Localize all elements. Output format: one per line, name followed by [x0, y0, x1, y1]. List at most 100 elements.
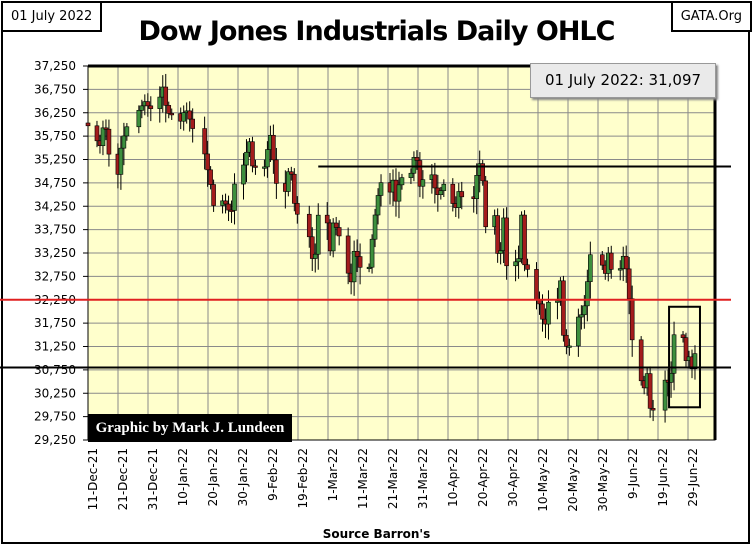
ohlc-bar — [378, 174, 384, 207]
ohlc-bar — [483, 175, 488, 234]
ohlc-bar — [139, 99, 145, 119]
y-tick-label: 30,750 — [34, 363, 76, 377]
bar-body — [118, 147, 124, 175]
bar-body — [629, 298, 635, 341]
ohlc-bar — [504, 207, 509, 280]
ohlc-bar — [456, 183, 462, 219]
bar-body — [366, 266, 372, 270]
bar-body — [617, 268, 623, 271]
y-tick-label: 32,750 — [34, 269, 76, 283]
bar-body — [504, 217, 509, 267]
x-tick-label: 10-May-22 — [536, 448, 550, 512]
bar-body — [265, 149, 270, 168]
ohlc-bar — [608, 245, 614, 279]
x-tick-label: 31-Dec-21 — [146, 448, 160, 510]
ohlc-bar — [459, 181, 465, 210]
ohlc-bar — [244, 139, 249, 183]
bar-body — [351, 251, 357, 283]
bar-body — [333, 222, 339, 228]
bar-body — [309, 236, 315, 259]
ohlc-bar — [336, 220, 342, 246]
x-tick-label: 1-Mar-22 — [326, 448, 340, 501]
ohlc-bar — [480, 159, 485, 186]
bar-body — [662, 379, 668, 411]
y-tick-label: 29,750 — [34, 410, 76, 424]
ohlc-bar — [312, 243, 318, 273]
ohlc-bar — [366, 263, 372, 273]
bar-body — [608, 252, 614, 270]
ohlc-bar — [692, 345, 698, 380]
ohlc-bar — [375, 188, 381, 225]
ohlc-bar — [662, 370, 668, 423]
bar-body — [534, 269, 539, 301]
bar-body — [226, 203, 231, 211]
bar-body — [94, 125, 100, 142]
ohlc-bar — [306, 205, 312, 248]
ohlc-bar — [432, 162, 438, 204]
bar-body — [136, 110, 142, 128]
bar-body — [190, 118, 195, 129]
ohlc-bar — [441, 179, 447, 198]
ohlc-bar — [295, 196, 300, 224]
x-tick-label: 21-Mar-22 — [386, 448, 400, 509]
bar-body — [588, 254, 593, 282]
ohlc-bar — [324, 202, 330, 240]
bar-body — [289, 171, 294, 175]
source-label: Source Barron's — [322, 527, 431, 541]
ohlc-bar — [286, 168, 291, 197]
bar-body — [187, 110, 192, 120]
bar-body — [441, 183, 447, 191]
bar-body — [626, 268, 632, 299]
bar-body — [417, 160, 423, 187]
bar-body — [223, 200, 228, 205]
ohlc-bar — [579, 305, 584, 330]
bar-body — [211, 184, 216, 206]
x-tick-label: 30-Apr-22 — [506, 448, 520, 507]
ohlc-bar — [626, 256, 632, 315]
y-tick-label: 30,250 — [34, 386, 76, 400]
ohlc-bar — [561, 275, 566, 342]
ohlc-bar — [100, 120, 106, 156]
bar-body — [480, 163, 485, 182]
bar-body — [408, 172, 414, 178]
ohlc-bar — [555, 287, 560, 320]
bar-body — [495, 215, 500, 254]
bar-body — [396, 184, 402, 202]
x-tick-label: 29-Jun-22 — [686, 448, 700, 507]
bar-body — [205, 153, 210, 171]
x-tick-label: 21-Dec-21 — [116, 448, 130, 510]
bar-body — [292, 173, 297, 204]
x-tick-label: 19-Jun-22 — [656, 448, 670, 507]
ohlc-bar — [438, 186, 444, 200]
x-tick-label: 11-Mar-22 — [356, 448, 370, 509]
ohlc-bar — [617, 260, 623, 281]
ohlc-bar — [567, 338, 572, 356]
ohlc-bar — [226, 195, 231, 222]
ohlc-bar — [351, 240, 357, 296]
bar-body — [336, 227, 342, 237]
bar-body — [139, 105, 145, 111]
ohlc-bar — [522, 210, 527, 272]
y-tick-label: 33,750 — [34, 223, 76, 237]
bar-body — [85, 122, 91, 127]
ohlc-bar — [516, 245, 521, 279]
x-tick-label: 9-Jun-22 — [626, 448, 640, 499]
ohlc-bar — [187, 101, 192, 132]
ohlc-bar — [354, 239, 360, 273]
ohlc-bar — [671, 321, 677, 391]
bar-body — [100, 127, 106, 147]
ohlc-bar — [309, 227, 315, 271]
bar-body — [546, 301, 551, 325]
bar-body — [638, 339, 644, 382]
bar-body — [411, 157, 417, 174]
ohlc-bar — [202, 116, 207, 170]
ohlc-bar — [599, 250, 605, 271]
bar-body — [450, 183, 456, 204]
x-tick-label: 20-Jan-22 — [206, 448, 220, 506]
ohlc-bar — [292, 168, 297, 212]
bar-body — [315, 214, 321, 255]
y-tick-label: 36,250 — [34, 106, 76, 120]
ohlc-bar — [223, 193, 228, 214]
bar-body — [483, 180, 488, 228]
bar-body — [145, 101, 151, 107]
